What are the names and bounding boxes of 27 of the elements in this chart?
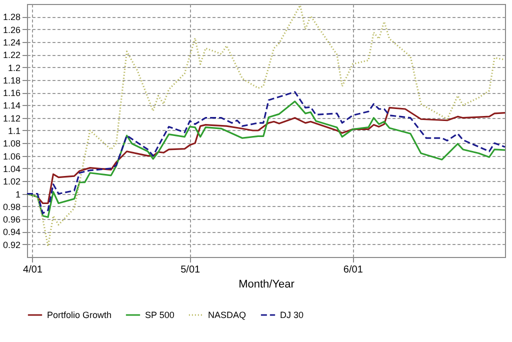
y-tick-label: 1.26 [2, 24, 20, 35]
y-tick-label: 0.98 [2, 202, 20, 212]
legend-label: SP 500 [145, 310, 174, 320]
y-tick-label: 1.2 [8, 62, 20, 73]
y-tick-label: 0.92 [2, 240, 20, 250]
y-tick-label: 1.22 [2, 50, 20, 60]
legend-label: NASDAQ [208, 310, 246, 320]
y-tick-label: 1 [15, 189, 20, 200]
legend-label: Portfolio Growth [47, 310, 112, 320]
x-tick-label: 4/01 [23, 264, 43, 276]
y-tick-label: 1.18 [2, 75, 20, 86]
y-tick-label: 1.28 [2, 12, 20, 22]
legend-label: DJ 30 [280, 310, 304, 320]
y-tick-label: 1.08 [2, 138, 20, 149]
x-tick-label: 6/01 [343, 264, 364, 276]
y-tick-label: 0.96 [2, 214, 20, 225]
y-tick-label: 1.02 [2, 176, 20, 187]
y-tick-label: 0.94 [2, 227, 20, 238]
y-tick-label: 1.1 [8, 126, 20, 136]
x-tick-label: 5/01 [180, 264, 200, 276]
y-tick-label: 1.06 [2, 151, 20, 162]
y-tick-label: 1.16 [2, 88, 20, 98]
y-tick-label: 1.14 [2, 100, 20, 111]
x-axis-title: Month/Year [238, 278, 295, 290]
y-tick-label: 1.24 [2, 37, 20, 48]
y-tick-label: 1.12 [2, 113, 20, 124]
y-tick-label: 1.04 [2, 164, 20, 174]
